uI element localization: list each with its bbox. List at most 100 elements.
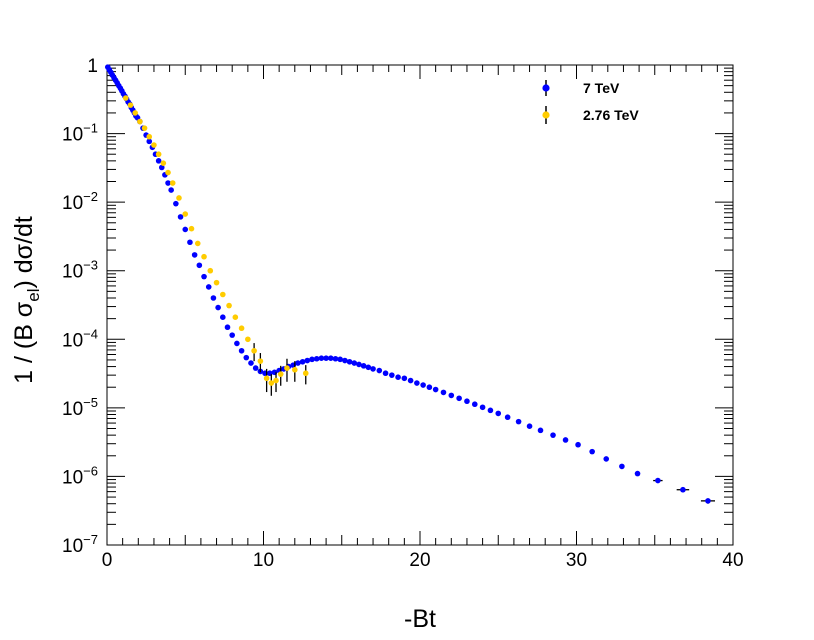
legend-marker-276tev — [542, 111, 550, 119]
axis-ticks — [106, 64, 734, 546]
data-point — [132, 110, 138, 116]
data-point — [299, 358, 306, 365]
data-point — [210, 295, 217, 301]
data-point — [196, 262, 203, 269]
data-point — [245, 336, 251, 343]
x-tick-label: 40 — [722, 550, 743, 571]
data-point — [304, 357, 311, 364]
data-point — [414, 380, 420, 386]
data-point — [165, 180, 171, 186]
data-point — [207, 267, 214, 274]
y-tick-label: 10−4 — [62, 326, 98, 351]
data-point — [268, 380, 275, 386]
data-point — [420, 382, 426, 388]
data-point — [360, 363, 367, 369]
data-point — [232, 314, 239, 320]
data-point — [537, 427, 544, 434]
data-point — [562, 437, 569, 443]
x-tick-label: 30 — [566, 550, 587, 571]
data-point — [680, 486, 686, 493]
data-point — [205, 284, 212, 290]
data-point — [146, 133, 153, 140]
data-point — [342, 357, 348, 364]
legend-entry-276tev: 2.76 TeV — [542, 106, 639, 124]
data-point — [603, 456, 610, 462]
data-point — [165, 169, 171, 176]
data-point — [248, 360, 254, 366]
data-point — [155, 151, 162, 158]
data-point — [187, 239, 193, 246]
data-point — [323, 355, 329, 361]
data-point — [151, 142, 157, 148]
data-point — [177, 214, 184, 220]
data-point — [332, 355, 339, 362]
data-point — [504, 414, 511, 421]
data-point — [169, 180, 176, 186]
data-point — [655, 477, 661, 484]
data-point — [395, 374, 401, 380]
data-point — [201, 253, 207, 260]
x-axis-title: -Bt — [404, 605, 436, 633]
data-point — [327, 355, 334, 361]
data-point — [479, 404, 486, 411]
data-point — [226, 302, 232, 309]
data-point — [277, 371, 284, 377]
data-point — [201, 273, 207, 280]
data-point — [160, 160, 167, 166]
y-tick-label: 10−7 — [62, 532, 98, 557]
data-point — [487, 407, 494, 414]
data-point — [194, 240, 201, 247]
data-point — [191, 252, 198, 258]
legend-entry-7tev: 7 TeV — [542, 80, 620, 96]
data-point — [426, 384, 433, 391]
data-point — [309, 356, 315, 363]
data-point — [407, 377, 414, 384]
data-point — [619, 463, 625, 470]
data-point — [515, 418, 522, 425]
data-point — [456, 395, 462, 402]
data-point — [229, 332, 235, 338]
data-point — [213, 279, 220, 286]
data-point — [337, 356, 343, 363]
data-point — [284, 365, 290, 371]
data-point — [182, 211, 189, 217]
y-tick-labels: 1 10−1 10−2 10−3 10−4 10−5 10−6 10−7 — [62, 56, 98, 557]
data-point — [401, 375, 408, 382]
data-point — [251, 347, 257, 354]
data-point — [346, 358, 353, 365]
legend-label-7tev: 7 TeV — [583, 80, 620, 96]
data-point — [238, 325, 245, 332]
data-point — [634, 470, 641, 477]
data-point — [257, 358, 264, 364]
data-point — [370, 366, 376, 372]
x-tick-label: 0 — [102, 550, 113, 571]
data-point — [273, 377, 279, 384]
y-tick-label: 10−5 — [62, 395, 98, 420]
data-point — [302, 370, 309, 377]
data-point — [351, 360, 358, 366]
data-point — [448, 392, 455, 399]
data-point — [234, 340, 240, 347]
y-tick-label: 10−2 — [62, 189, 98, 214]
data-point — [495, 410, 502, 417]
series-1 — [122, 95, 309, 396]
data-point — [376, 367, 383, 374]
data-point — [526, 423, 533, 430]
y-tick-label: 1 — [87, 56, 98, 77]
data-point — [182, 226, 189, 233]
data-point — [432, 386, 439, 393]
data-point — [188, 225, 195, 232]
data-point — [575, 441, 581, 448]
data-point — [295, 360, 301, 366]
x-tick-label: 10 — [253, 550, 274, 571]
data-point — [220, 314, 226, 320]
y-tick-label: 10−1 — [62, 121, 98, 146]
series-layer — [104, 64, 716, 504]
data-point — [137, 118, 143, 125]
y-tick-label: 10−6 — [62, 463, 98, 488]
data-point — [705, 498, 711, 504]
data-point — [365, 364, 372, 371]
legend: 7 TeV 2.76 TeV — [542, 80, 639, 124]
data-point — [292, 366, 298, 373]
